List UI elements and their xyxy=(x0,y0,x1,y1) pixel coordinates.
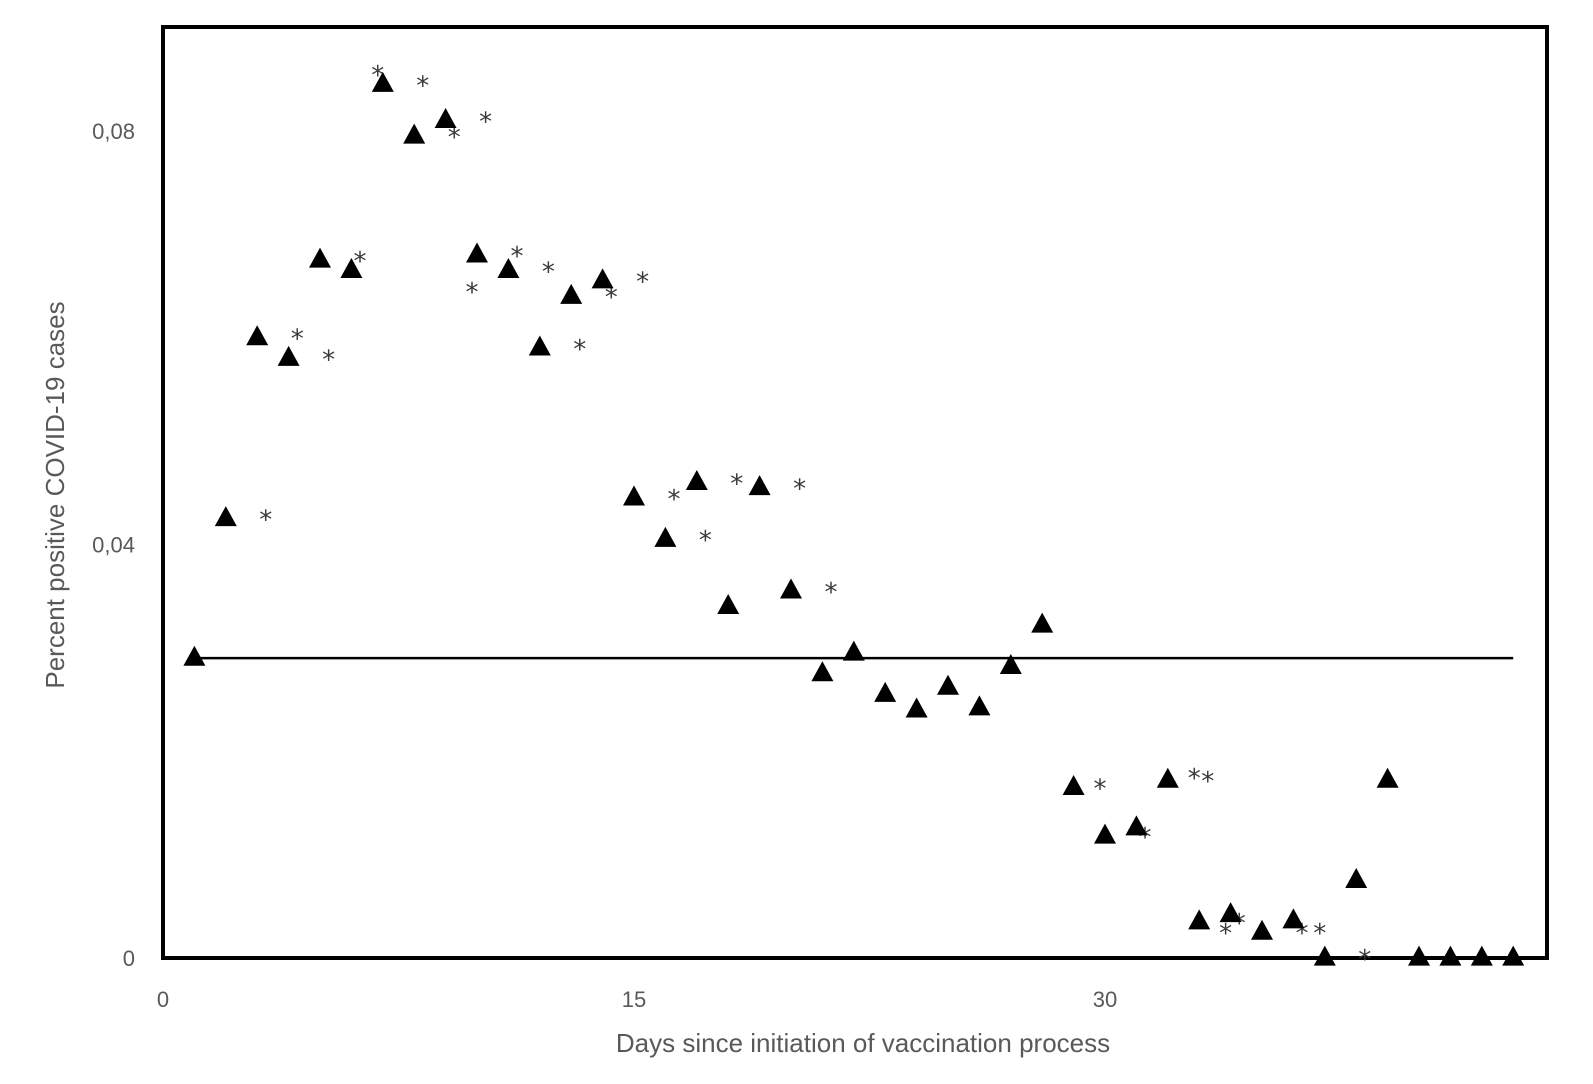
x-tick-label: 15 xyxy=(622,987,646,1012)
data-point-triangle xyxy=(748,475,771,496)
data-point-triangle xyxy=(1031,612,1054,633)
significance-asterisk: * xyxy=(668,485,681,515)
significance-asterisk: * xyxy=(322,345,335,375)
data-point-triangle xyxy=(1470,945,1493,966)
data-point-triangle xyxy=(466,242,488,263)
data-point-triangle xyxy=(183,645,206,666)
data-point-triangle xyxy=(623,485,645,506)
data-point-triangle xyxy=(277,345,300,366)
data-point-triangle xyxy=(1125,815,1148,836)
data-point-triangle xyxy=(654,526,677,547)
significance-asterisk: * xyxy=(699,526,712,556)
significance-asterisk: * xyxy=(636,268,649,298)
y-axis-label: Percent positive COVID-19 cases xyxy=(40,301,70,688)
significance-asterisk: * xyxy=(511,242,524,272)
data-point-triangle xyxy=(591,268,614,289)
y-tick-label: 0,08 xyxy=(92,119,135,144)
data-point-triangle xyxy=(780,578,802,599)
significance-asterisk: * xyxy=(1094,774,1107,804)
significance-asterisk: * xyxy=(1188,764,1201,794)
data-point-triangle xyxy=(403,123,426,144)
significance-asterisk: * xyxy=(479,107,492,137)
data-point-triangle xyxy=(1094,823,1116,844)
x-tick-label: 30 xyxy=(1093,987,1117,1012)
data-point-triangle xyxy=(717,594,740,615)
data-point-triangle xyxy=(1439,945,1462,966)
significance-asterisk: * xyxy=(573,335,586,365)
significance-asterisk: * xyxy=(605,283,618,313)
x-axis-label: Days since initiation of vaccination pro… xyxy=(616,1028,1110,1058)
data-point-triangle xyxy=(685,469,708,490)
significance-asterisk: * xyxy=(1358,945,1371,975)
significance-asterisk: * xyxy=(466,278,479,308)
data-point-triangle xyxy=(1313,945,1336,966)
data-point-triangle xyxy=(1062,774,1085,795)
y-tick-label: 0,04 xyxy=(92,532,135,557)
data-point-triangle xyxy=(340,257,363,278)
significance-asterisk: * xyxy=(1313,919,1326,949)
data-point-triangle xyxy=(497,257,520,278)
data-points-layer xyxy=(183,71,1525,966)
data-point-triangle xyxy=(214,506,237,527)
significance-asterisk: * xyxy=(448,123,461,153)
data-point-triangle xyxy=(1408,945,1430,966)
data-point-triangle xyxy=(937,674,959,695)
data-point-triangle xyxy=(905,697,928,718)
data-point-triangle xyxy=(560,283,583,304)
x-tick-label: 0 xyxy=(157,987,169,1012)
data-point-triangle xyxy=(1282,908,1305,929)
tick-labels-layer: 0 15 30 0 0,04 0,08 xyxy=(92,119,1117,1012)
significance-asterisk: * xyxy=(793,475,806,505)
data-point-triangle xyxy=(434,108,457,129)
significance-markers-layer: *************** ***** ***** ** * xyxy=(259,61,1371,975)
data-point-triangle xyxy=(1502,945,1525,966)
data-point-triangle xyxy=(1345,868,1368,889)
plot-frame-layer xyxy=(161,25,1549,960)
data-point-triangle xyxy=(1188,909,1211,930)
y-tick-label: 0 xyxy=(123,946,135,971)
significance-asterisk: * xyxy=(542,257,555,287)
significance-asterisk: * xyxy=(1219,919,1232,949)
data-point-triangle xyxy=(811,661,834,682)
data-point-triangle xyxy=(1219,902,1242,923)
significance-asterisk: * xyxy=(730,469,743,499)
significance-asterisk: * xyxy=(416,71,429,101)
significance-asterisk: * xyxy=(1201,767,1214,797)
data-point-triangle xyxy=(371,71,394,92)
data-point-triangle xyxy=(874,681,897,702)
data-point-triangle xyxy=(968,695,991,716)
significance-asterisk: * xyxy=(259,506,272,536)
data-point-triangle xyxy=(246,325,269,346)
data-point-triangle xyxy=(528,335,551,356)
plot-frame xyxy=(161,25,1549,960)
significance-asterisk: * xyxy=(291,325,304,355)
data-point-triangle xyxy=(842,640,865,661)
data-point-triangle xyxy=(1251,919,1273,940)
significance-asterisk: * xyxy=(825,578,838,608)
data-point-triangle xyxy=(1156,767,1179,788)
data-point-triangle xyxy=(309,247,331,268)
data-point-triangle xyxy=(1376,767,1399,788)
data-point-triangle xyxy=(999,654,1022,675)
